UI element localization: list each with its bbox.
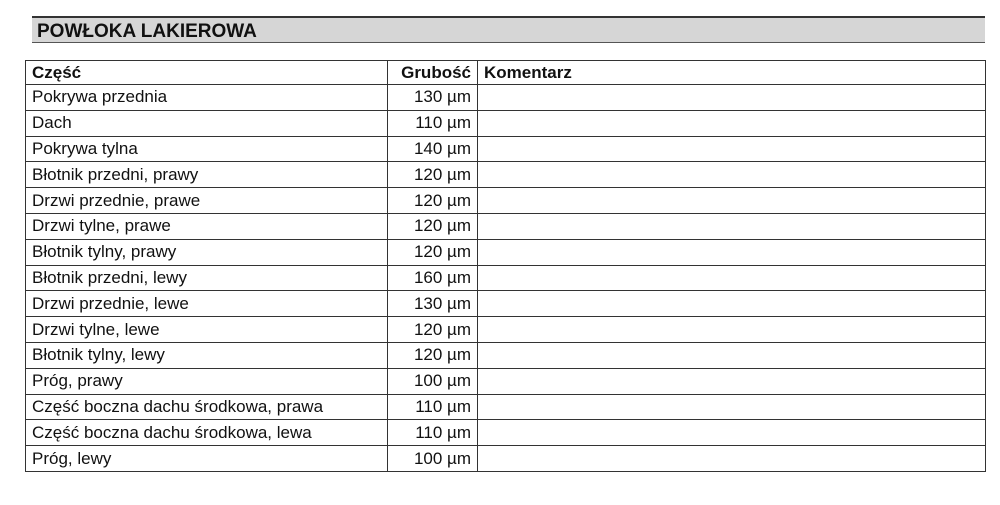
cell-thickness: 120 µm: [387, 212, 478, 240]
section-title-bar: POWŁOKA LAKIEROWA: [32, 16, 985, 43]
table-row: Błotnik przedni, lewy 160 µm: [25, 264, 986, 292]
cell-comment: [477, 419, 986, 447]
cell-part: Część boczna dachu środkowa, lewa: [25, 419, 388, 447]
cell-thickness: 110 µm: [387, 419, 478, 447]
cell-part: Drzwi tylne, lewe: [25, 316, 388, 343]
table-row: Pokrywa przednia 130 µm: [25, 84, 986, 111]
cell-part: Błotnik tylny, lewy: [25, 341, 388, 369]
cell-comment: [477, 238, 986, 266]
cell-part: Drzwi tylne, prawe: [25, 212, 388, 240]
cell-thickness: 110 µm: [387, 109, 478, 137]
cell-thickness: 120 µm: [387, 161, 478, 189]
cell-comment: [477, 212, 986, 240]
table-row: Pokrywa tylna 140 µm: [25, 135, 986, 163]
table-row: Dach 110 µm: [25, 109, 986, 137]
table-header-row: Część Grubość Komentarz: [25, 60, 986, 85]
cell-thickness: 120 µm: [387, 238, 478, 266]
table-row: Próg, lewy 100 µm: [25, 445, 986, 472]
cell-comment: [477, 84, 986, 111]
cell-part: Błotnik tylny, prawy: [25, 238, 388, 266]
cell-thickness: 100 µm: [387, 367, 478, 395]
header-comment: Komentarz: [477, 60, 986, 85]
table-row: Drzwi tylne, prawe 120 µm: [25, 212, 986, 240]
header-part: Część: [25, 60, 388, 85]
cell-comment: [477, 264, 986, 292]
cell-comment: [477, 393, 986, 421]
cell-comment: [477, 290, 986, 318]
table-row: Błotnik tylny, lewy 120 µm: [25, 341, 986, 369]
table-row: Część boczna dachu środkowa, lewa 110 µm: [25, 419, 986, 447]
cell-thickness: 100 µm: [387, 445, 478, 472]
table-row: Część boczna dachu środkowa, prawa 110 µm: [25, 393, 986, 421]
cell-comment: [477, 445, 986, 472]
table-row: Błotnik tylny, prawy 120 µm: [25, 238, 986, 266]
cell-thickness: 120 µm: [387, 316, 478, 343]
table-row: Próg, prawy 100 µm: [25, 367, 986, 395]
cell-thickness: 160 µm: [387, 264, 478, 292]
table-row: Drzwi przednie, lewe 130 µm: [25, 290, 986, 318]
table-row: Drzwi przednie, prawe 120 µm: [25, 187, 986, 214]
cell-comment: [477, 135, 986, 163]
cell-part: Błotnik przedni, prawy: [25, 161, 388, 189]
cell-part: Część boczna dachu środkowa, prawa: [25, 393, 388, 421]
cell-comment: [477, 109, 986, 137]
cell-thickness: 120 µm: [387, 341, 478, 369]
cell-comment: [477, 187, 986, 214]
cell-thickness: 130 µm: [387, 290, 478, 318]
cell-part: Pokrywa przednia: [25, 84, 388, 111]
cell-part: Pokrywa tylna: [25, 135, 388, 163]
cell-part: Drzwi przednie, prawe: [25, 187, 388, 214]
paint-thickness-table: Część Grubość Komentarz Pokrywa przednia…: [25, 60, 986, 472]
cell-part: Próg, lewy: [25, 445, 388, 472]
cell-comment: [477, 316, 986, 343]
cell-part: Próg, prawy: [25, 367, 388, 395]
cell-part: Drzwi przednie, lewe: [25, 290, 388, 318]
cell-thickness: 140 µm: [387, 135, 478, 163]
cell-comment: [477, 161, 986, 189]
cell-part: Błotnik przedni, lewy: [25, 264, 388, 292]
cell-thickness: 120 µm: [387, 187, 478, 214]
table-row: Drzwi tylne, lewe 120 µm: [25, 316, 986, 343]
cell-thickness: 110 µm: [387, 393, 478, 421]
table-row: Błotnik przedni, prawy 120 µm: [25, 161, 986, 189]
cell-part: Dach: [25, 109, 388, 137]
cell-comment: [477, 341, 986, 369]
cell-comment: [477, 367, 986, 395]
header-thickness: Grubość: [387, 60, 478, 85]
section-title: POWŁOKA LAKIEROWA: [37, 21, 257, 42]
cell-thickness: 130 µm: [387, 84, 478, 111]
